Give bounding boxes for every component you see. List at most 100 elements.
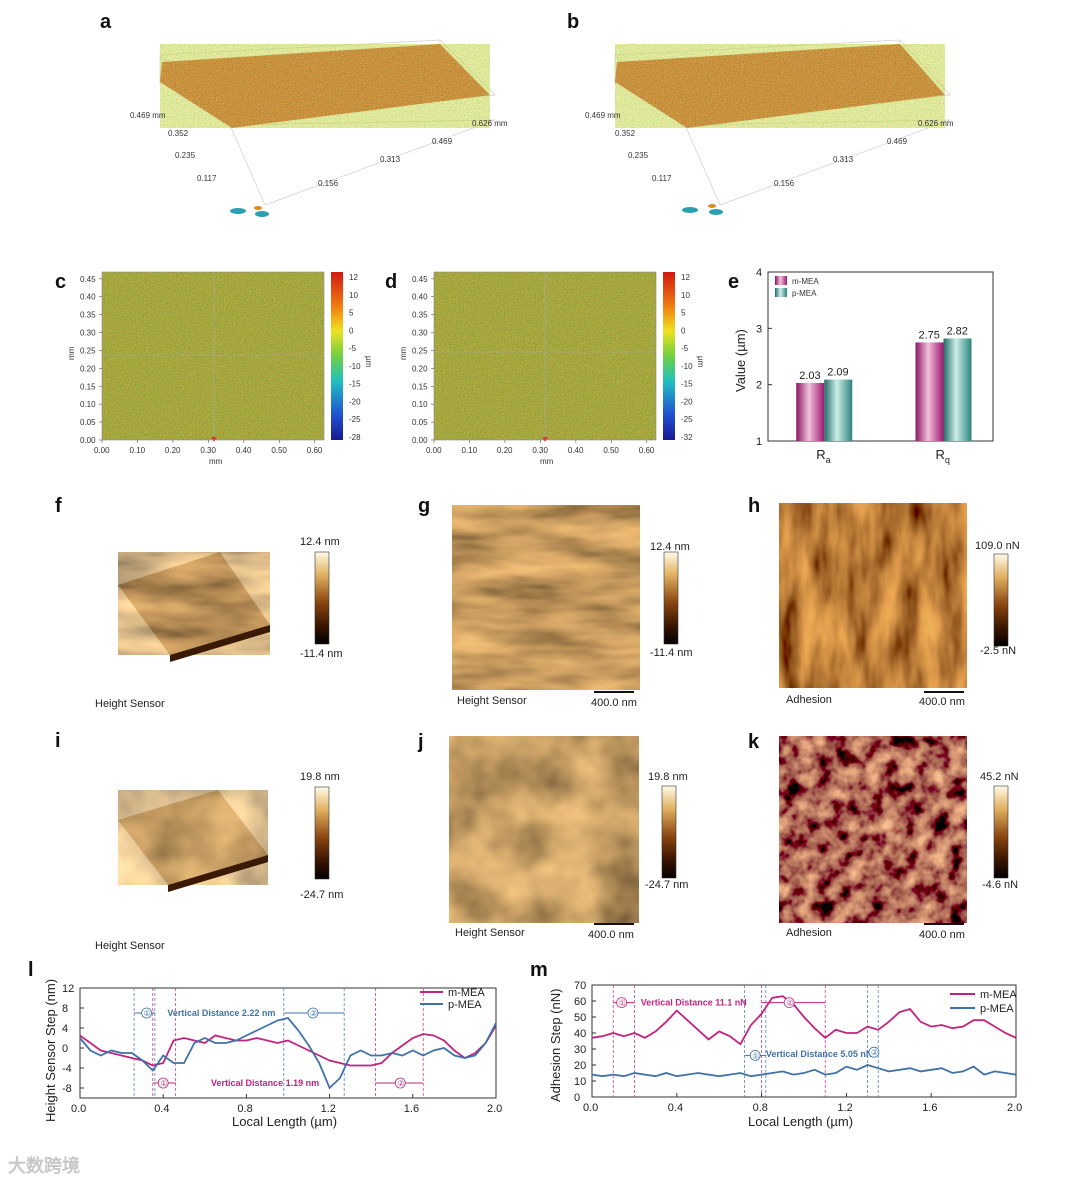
l-plot-frame — [79, 987, 497, 1099]
panel-b-3d-surface: b 0.469 mm 0.352 0.235 0.117 0.626 mm 0.… — [567, 11, 954, 215]
colorbar-tick-label: -10 — [681, 362, 693, 371]
i-colorbar — [314, 786, 330, 880]
axis-marker-icon — [230, 206, 269, 217]
series-line-p-MEA — [591, 1064, 1017, 1078]
y-tick-label: -8 — [62, 1083, 72, 1095]
l-xlabel: Local Length (µm) — [232, 1114, 337, 1129]
bar-p-MEA-Ra — [824, 379, 853, 441]
map-c-texture — [102, 272, 324, 440]
k-cbar-min: -4.6 nN — [982, 879, 1018, 891]
d-colorbar-ticks: 12 10 5 0 -5 -10 -15 -20 -25 -32 — [681, 273, 693, 442]
m-ylabel: Adhesion Step (nN) — [548, 989, 563, 1102]
m-plot-frame — [591, 984, 1017, 1098]
e-categories: Ra Rq — [816, 447, 950, 465]
x-tick-label: 0.20 — [165, 446, 181, 455]
colorbar-tick-label: -20 — [681, 397, 693, 406]
y-tick-label: 12 — [62, 983, 74, 995]
x-tick-label: 2.0 — [487, 1103, 502, 1115]
y-tick-label: 0 — [574, 1092, 580, 1104]
map-c-frame — [101, 271, 325, 441]
colorbar-tick-label: -25 — [681, 415, 693, 424]
m-marker-lines — [612, 985, 879, 1097]
x-tick-label: 1.6 — [922, 1102, 937, 1114]
panel-letter-l: l — [28, 959, 34, 981]
g-cbar-min: -11.4 nm — [650, 647, 693, 659]
bar-value-label: 2.82 — [947, 325, 968, 337]
annotation-circle — [616, 997, 628, 1008]
legend-swatch-p-mea — [775, 288, 787, 297]
annotation-text: Vertical Distance 5.05 nN — [766, 1049, 873, 1059]
d-x-ticks: 0.00 0.10 0.20 0.30 0.40 0.50 0.60 — [426, 440, 655, 455]
panel-letter-e: e — [728, 271, 739, 293]
y-tick-label: 0.45 — [412, 275, 428, 284]
m-axis-ticks: 0.0 0.4 0.8 1.2 1.6 2.0 0 10 20 30 40 50 60 70 — [574, 980, 1022, 1114]
b-ytick-2: 0.235 — [628, 151, 649, 160]
y-tick-label: 0.35 — [80, 311, 96, 320]
x-tick-label: 0.00 — [94, 446, 110, 455]
d-xlabel: mm — [540, 457, 554, 466]
j-colorbar — [661, 785, 677, 879]
y-tick-label: 50 — [574, 1012, 586, 1024]
j-image-texture — [449, 736, 639, 923]
a-xtick-3: 0.156 — [318, 179, 339, 188]
map-d-frame — [433, 271, 657, 441]
legend-swatch-m-mea — [775, 276, 787, 285]
bar-value-label: 2.03 — [799, 370, 820, 382]
m-series — [591, 995, 1017, 1078]
bar-m-MEA-Ra — [796, 382, 825, 441]
c-colorbar — [331, 272, 343, 440]
c-xlabel: mm — [209, 457, 223, 466]
g-cbar-max: 12.4 nm — [650, 541, 690, 553]
d-colorbar-unit: µm — [696, 356, 705, 368]
x-tick-label: 1.2 — [837, 1102, 852, 1114]
e-y-ticks: 1 2 3 4 — [756, 267, 772, 448]
axis-marker-icon — [682, 204, 723, 215]
j-cbar-max: 19.8 nm — [648, 771, 688, 783]
colorbar-tick-label: -15 — [349, 380, 361, 389]
y-tick-label: 0.25 — [412, 346, 428, 355]
annotation-number: ② — [310, 1009, 317, 1018]
h-caption: Adhesion — [786, 694, 832, 706]
k-cbar-max: 45.2 nN — [980, 771, 1019, 783]
panel-letter-h: h — [748, 495, 760, 517]
b-xtick-0: 0.626 mm — [918, 119, 954, 128]
l-series — [79, 1016, 497, 1090]
annotation-circle — [157, 1077, 169, 1089]
panel-letter-d: d — [385, 271, 397, 293]
bar-value-label: 2.75 — [919, 329, 940, 341]
colorbar-tick-label: 0 — [349, 326, 354, 335]
panel-a-3d-surface: a 0.469 mm 0.352 0.235 0.117 0.626 mm 0.… — [100, 11, 508, 217]
annotation-text: Vertical Distance 2.22 nm — [167, 1008, 275, 1018]
y-tick-label: 1 — [756, 436, 762, 448]
annotation-circle — [868, 1046, 880, 1058]
b-xtick-2: 0.313 — [833, 155, 854, 164]
a-ytick-1: 0.352 — [168, 129, 189, 138]
i-cbar-min: -24.7 nm — [300, 889, 343, 901]
x-tick-label: 0.10 — [129, 446, 145, 455]
i-caption: Height Sensor — [95, 940, 165, 952]
h-scale-label: 400.0 nm — [919, 696, 965, 708]
y-tick-label: 0.40 — [412, 293, 428, 302]
m-legend-m-mea: m-MEA — [980, 989, 1017, 1001]
category-label: Rq — [936, 447, 950, 465]
y-tick-label: 10 — [574, 1076, 586, 1088]
c-colorbar-unit: µm — [364, 356, 373, 368]
a-ytick-3: 0.117 — [197, 174, 217, 183]
y-tick-label: 0.15 — [412, 382, 428, 391]
a-xtick-0: 0.626 mm — [472, 119, 508, 128]
j-scale-label: 400.0 nm — [588, 929, 634, 941]
watermark-logo: 大数跨境 — [8, 1156, 80, 1177]
y-tick-label: 0.10 — [80, 400, 96, 409]
series-line-m-MEA — [591, 995, 1017, 1046]
panel-d-height-map: d 0.00 0.10 0.20 0.30 0.40 0.50 0.60 0.000.050… — [385, 271, 705, 466]
panel-letter-f: f — [55, 495, 62, 517]
y-tick-label: 70 — [574, 980, 586, 992]
panel-letter-g: g — [418, 495, 430, 517]
e-legend: m-MEA p-MEA — [775, 276, 819, 298]
y-tick-label: 0.30 — [412, 329, 428, 338]
colorbar-tick-label: -5 — [349, 344, 357, 353]
colorbar-tick-label: 12 — [681, 273, 690, 282]
annotation-text: Vertical Distance 11.1 nN — [641, 998, 747, 1008]
m-legend: m-MEA p-MEA — [950, 989, 1017, 1015]
